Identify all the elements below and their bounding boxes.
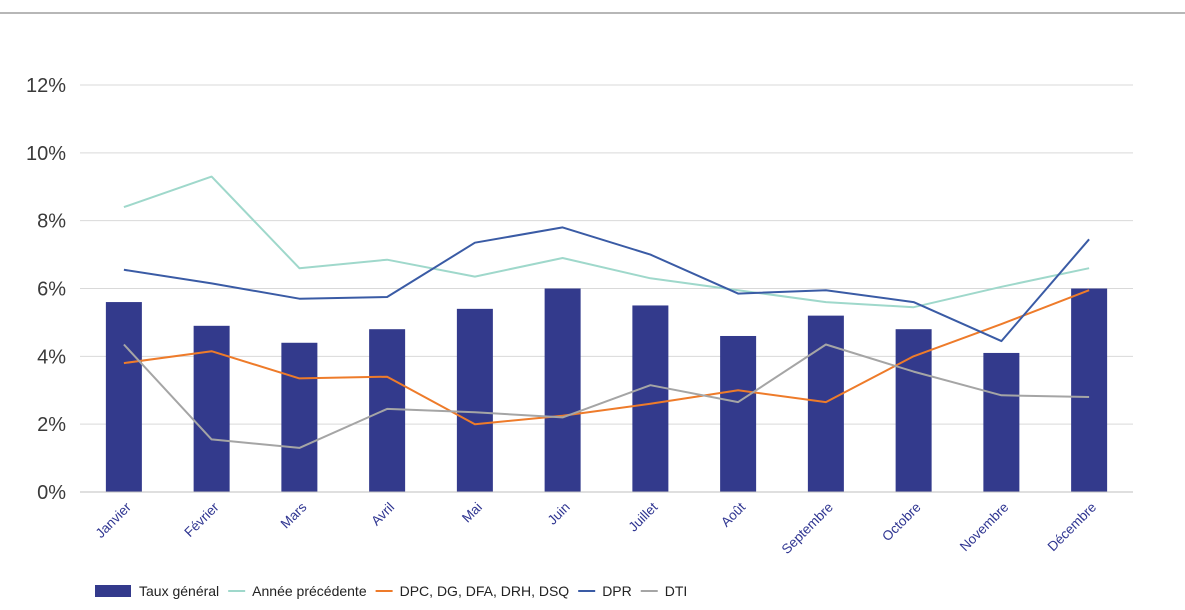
bar <box>896 329 932 492</box>
bar <box>983 353 1019 492</box>
x-axis-ticks: Janvier Février Mars Avril Mai Juin Juillet Aoû… <box>93 499 1100 557</box>
bar <box>457 309 493 492</box>
bar <box>808 316 844 492</box>
bar <box>281 343 317 492</box>
x-tick-label: Novembre <box>957 500 1012 555</box>
y-axis-ticks: 0% 2% 4% 6% 8% 10% 12% <box>26 75 66 504</box>
x-tick-label: Décembre <box>1045 500 1100 555</box>
bar <box>632 305 668 492</box>
x-tick-label: Juillet <box>625 499 660 534</box>
bar <box>720 336 756 492</box>
bar <box>545 289 581 493</box>
legend-label: Année précédente <box>252 583 367 599</box>
y-tick-label: 4% <box>37 346 66 368</box>
bar <box>106 302 142 492</box>
legend-label: Taux général <box>139 583 219 599</box>
bar <box>369 329 405 492</box>
x-tick-label: Février <box>181 499 222 540</box>
x-tick-label: Septembre <box>779 500 836 557</box>
legend-label: DPC, DG, DFA, DRH, DSQ <box>400 583 570 599</box>
y-tick-label: 12% <box>26 75 66 97</box>
legend: Taux général Année précédente DPC, DG, DFA… <box>95 583 687 599</box>
x-tick-label: Août <box>718 499 748 529</box>
series-line <box>124 345 1089 448</box>
y-tick-label: 0% <box>37 482 66 504</box>
x-tick-label: Mars <box>278 499 310 531</box>
legend-swatch <box>95 585 131 597</box>
legend-label: DTI <box>665 583 688 599</box>
y-tick-label: 6% <box>37 279 66 301</box>
y-tick-label: 10% <box>26 143 66 165</box>
y-tick-label: 8% <box>37 211 66 233</box>
x-tick-label: Avril <box>368 500 397 529</box>
series-line <box>124 227 1089 341</box>
x-tick-label: Janvier <box>93 499 135 541</box>
y-tick-label: 2% <box>37 414 66 436</box>
bar <box>1071 289 1107 493</box>
series-lines <box>124 176 1089 448</box>
legend-label: DPR <box>602 583 632 599</box>
grid <box>80 85 1133 424</box>
x-tick-label: Juin <box>545 500 573 528</box>
bars <box>106 289 1107 493</box>
x-tick-label: Octobre <box>879 500 924 545</box>
x-tick-label: Mai <box>459 500 485 526</box>
series-line <box>124 290 1089 424</box>
